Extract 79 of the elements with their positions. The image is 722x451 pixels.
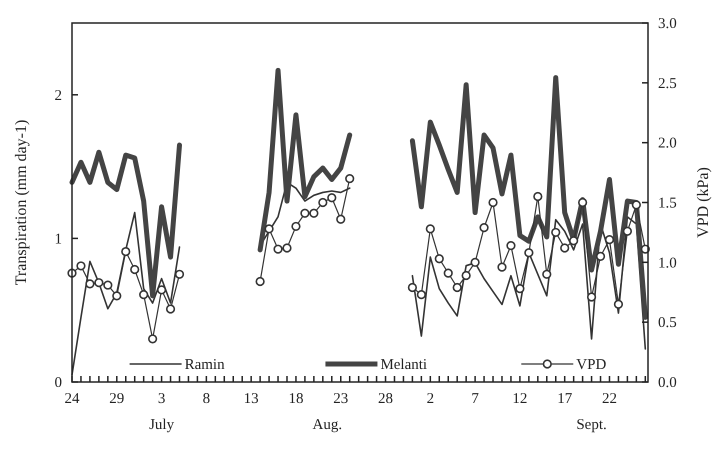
y2-tick-label: 1.0: [658, 255, 677, 272]
y2-tick-label: 3.0: [658, 16, 677, 32]
point: [551, 228, 560, 238]
point: [470, 258, 480, 267]
point: [130, 264, 140, 274]
point: [94, 278, 104, 288]
point: [291, 222, 301, 232]
y2-tick-label: 2.0: [658, 136, 677, 152]
point: [586, 292, 596, 302]
point: [309, 208, 318, 218]
point: [444, 268, 453, 278]
point: [614, 300, 624, 309]
point: [604, 234, 614, 244]
point: [76, 261, 86, 271]
x-tick-label: 24: [64, 391, 80, 407]
point: [121, 246, 130, 256]
point: [156, 285, 166, 294]
x-tick-label: 17: [557, 391, 573, 407]
point: [327, 193, 336, 202]
x-tick-label: 7: [471, 391, 480, 407]
point: [282, 243, 292, 253]
point: [479, 223, 489, 232]
point: [578, 198, 588, 208]
y2-tick-label: 0.0: [658, 375, 677, 391]
legend-label: VPD: [576, 357, 606, 373]
point: [560, 243, 570, 253]
point: [273, 244, 283, 254]
point: [452, 282, 462, 292]
text: Aug.: [312, 417, 342, 433]
point: [497, 262, 507, 272]
x-tick-label: 29: [109, 391, 124, 407]
x-tick-label: 12: [512, 391, 528, 407]
point: [345, 174, 354, 184]
x-tick-label: 2: [426, 391, 434, 407]
text: Sept.: [576, 417, 607, 433]
point: [426, 224, 435, 234]
point: [408, 282, 418, 292]
x-tick-label: 22: [602, 391, 617, 407]
point: [569, 236, 578, 246]
y-tick-label: 2: [54, 88, 62, 104]
point: [622, 226, 632, 236]
x-tick-label: 13: [244, 391, 259, 407]
x-tick-label: 8: [202, 391, 210, 407]
x-tick-label: 3: [158, 391, 166, 407]
legend-label: Melanti: [380, 357, 428, 373]
point: [506, 240, 516, 250]
point: [166, 304, 176, 314]
point: [542, 270, 552, 279]
point: [256, 276, 265, 286]
point: [264, 224, 274, 234]
point: [488, 198, 498, 208]
point: [416, 290, 426, 300]
point: [139, 290, 148, 300]
y2-tick-label: 0.5: [658, 315, 677, 332]
point: [434, 254, 444, 264]
point: [148, 334, 158, 344]
point: [632, 200, 641, 210]
point: [515, 284, 524, 294]
y-tick-label: 1: [54, 231, 62, 248]
y-tick-label: 0: [54, 375, 62, 391]
point: [596, 252, 606, 261]
x-tick-label: 23: [333, 391, 348, 407]
x-tick-label: 18: [288, 391, 304, 407]
y2-tick-label: 1.5: [658, 196, 677, 212]
y-axis-title: Transpiration (mm day-1): [13, 120, 30, 286]
point: [103, 280, 112, 290]
point: [336, 214, 346, 224]
point: [533, 192, 542, 202]
point: [300, 208, 310, 218]
point: [85, 279, 95, 288]
point: [112, 291, 122, 300]
x-tick-label: 28: [378, 391, 394, 407]
text: July: [149, 417, 175, 433]
y2-axis-title: VPD (kPa): [695, 167, 712, 238]
y2-tick-label: 2.5: [658, 76, 677, 92]
point: [462, 270, 471, 280]
point: [174, 270, 184, 279]
point: [318, 198, 328, 208]
legend-label: Ramin: [184, 357, 226, 373]
